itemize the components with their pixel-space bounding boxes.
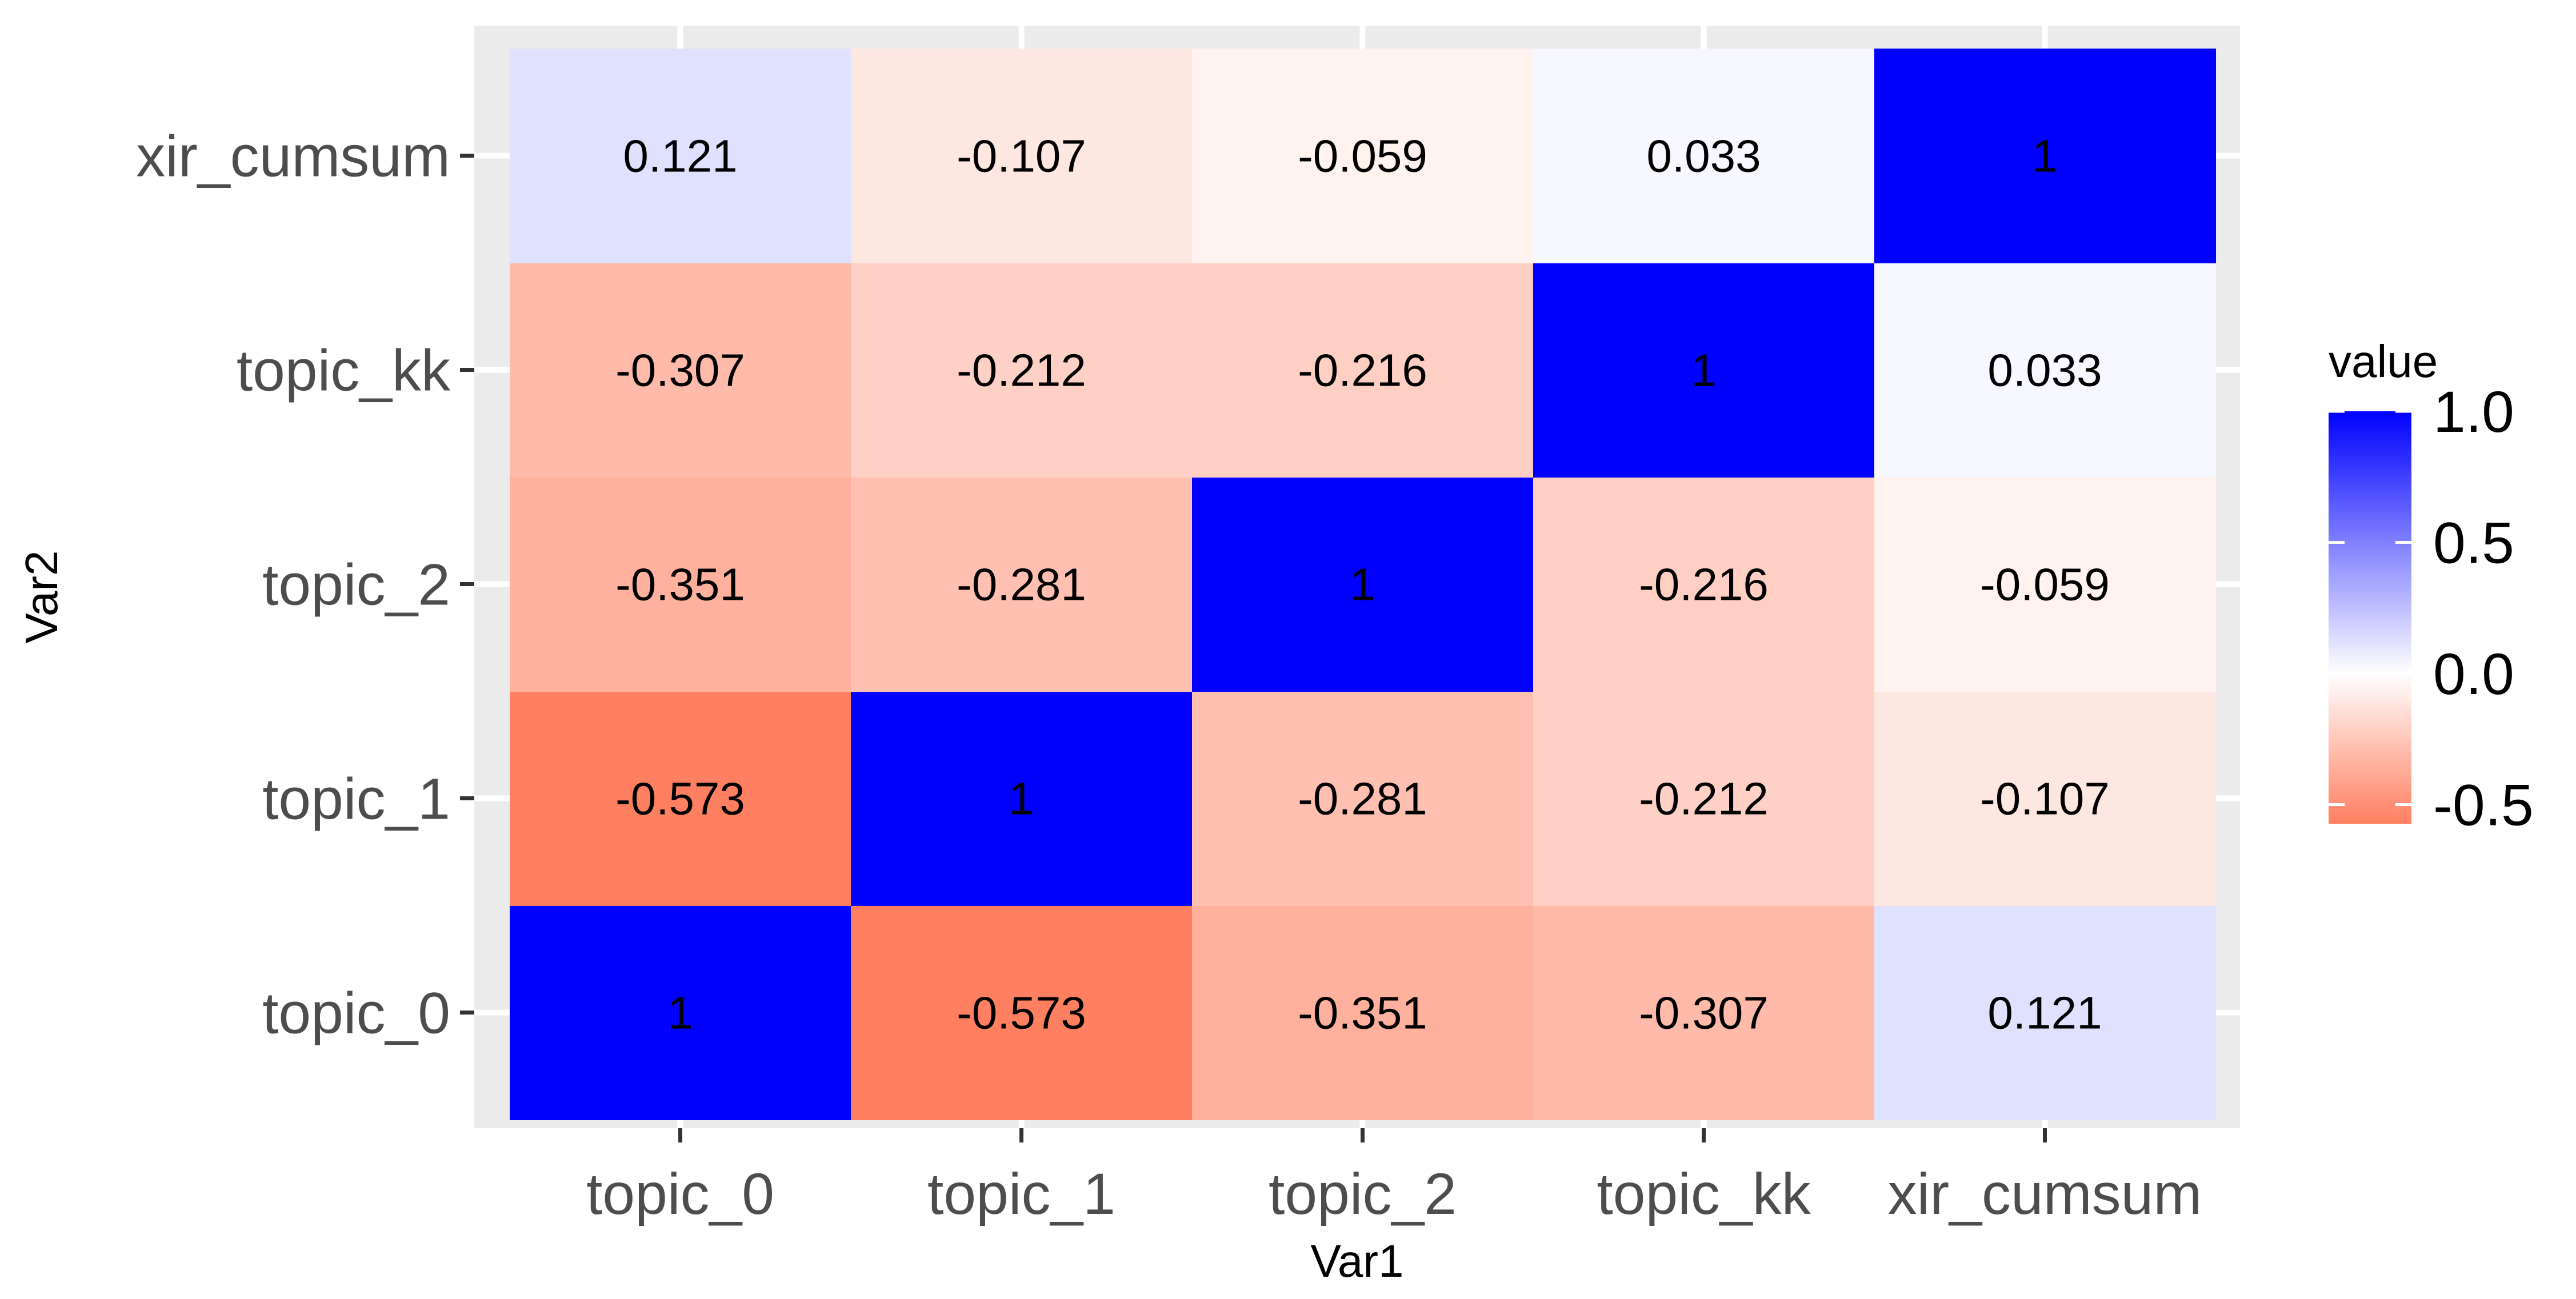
y-tick-label: topic_0 xyxy=(262,981,450,1046)
x-tick-label: topic_kk xyxy=(1597,1161,1811,1226)
cell-value-label: -0.059 xyxy=(1298,131,1427,182)
cell-value-label: -0.059 xyxy=(1980,559,2110,610)
cell-value-label: 1 xyxy=(1009,773,1034,824)
cell-value-label: 0.121 xyxy=(1987,988,2102,1039)
cell-value-label: -0.216 xyxy=(1639,559,1769,610)
x-axis: topic_0 topic_1 topic_2 topic_kk xir_cumsum xyxy=(586,1128,2202,1226)
legend-colorbar xyxy=(2329,411,2411,824)
cell-value-label: -0.212 xyxy=(957,345,1086,396)
cell-value-label: -0.281 xyxy=(957,559,1086,610)
x-tick-label: topic_0 xyxy=(586,1161,774,1226)
cell-value-label: -0.281 xyxy=(1298,773,1427,824)
x-axis-title: Var1 xyxy=(1310,1236,1403,1286)
y-axis: topic_0 topic_1 topic_2 topic_kk xir_cumsum xyxy=(136,124,474,1046)
y-tick-label: topic_1 xyxy=(262,767,450,832)
cell-value-label: 1 xyxy=(1691,345,1717,396)
cell-value-label: -0.107 xyxy=(957,131,1086,182)
cell-value-label: -0.573 xyxy=(615,773,745,824)
cell-value-label: -0.351 xyxy=(615,559,745,610)
legend-title: value xyxy=(2329,336,2438,387)
x-tick-label: xir_cumsum xyxy=(1888,1161,2202,1226)
cell-value-label: 0.033 xyxy=(1987,345,2102,396)
cell-value-label: 1 xyxy=(667,988,693,1039)
y-tick-label: topic_kk xyxy=(237,338,451,403)
legend-tick-label: 0.0 xyxy=(2433,642,2514,707)
cell-value-label: -0.351 xyxy=(1298,988,1427,1039)
cell-value-label: 1 xyxy=(1350,559,1375,610)
x-tick-label: topic_2 xyxy=(1269,1161,1457,1226)
cell-value-label: -0.212 xyxy=(1639,773,1769,824)
cell-value-label: 0.033 xyxy=(1646,131,1761,182)
cell-value-label: -0.573 xyxy=(957,988,1086,1039)
cell-value-label: -0.307 xyxy=(615,345,745,396)
cell-value-label: -0.107 xyxy=(1980,773,2110,824)
legend-tick-label: 1.0 xyxy=(2433,379,2514,444)
color-legend: value 1.0 0.5 0.0 -0.5 xyxy=(2329,336,2534,837)
legend-tick-label: 0.5 xyxy=(2433,510,2514,575)
cell-value-label: 1 xyxy=(2032,131,2058,182)
y-axis-title: Var2 xyxy=(16,550,67,643)
y-tick-label: xir_cumsum xyxy=(136,124,450,189)
cell-value-label: -0.216 xyxy=(1298,345,1427,396)
cell-value-label: 0.121 xyxy=(623,131,737,182)
legend-tick-label: -0.5 xyxy=(2433,772,2534,837)
x-tick-label: topic_1 xyxy=(927,1161,1115,1226)
y-tick-label: topic_2 xyxy=(262,552,450,618)
cell-value-label: -0.307 xyxy=(1639,988,1769,1039)
